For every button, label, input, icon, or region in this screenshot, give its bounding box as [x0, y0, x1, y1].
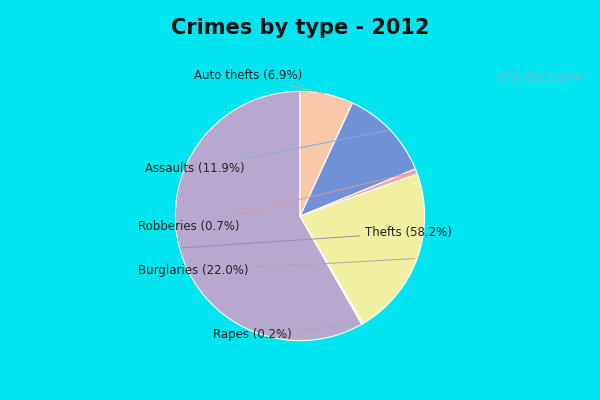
Text: Rapes (0.2%): Rapes (0.2%): [212, 324, 360, 342]
Text: Assaults (11.9%): Assaults (11.9%): [145, 130, 388, 175]
Wedge shape: [300, 169, 418, 216]
Wedge shape: [300, 216, 363, 324]
Text: Crimes by type - 2012: Crimes by type - 2012: [171, 18, 429, 38]
Text: Burglaries (22.0%): Burglaries (22.0%): [138, 259, 415, 278]
Text: Auto thefts (6.9%): Auto thefts (6.9%): [194, 69, 324, 94]
Wedge shape: [175, 91, 362, 341]
Wedge shape: [300, 103, 415, 216]
Wedge shape: [300, 174, 425, 324]
Text: City-Data.com: City-Data.com: [498, 71, 582, 84]
Text: Robberies (0.7%): Robberies (0.7%): [138, 172, 413, 233]
Text: Thefts (58.2%): Thefts (58.2%): [182, 226, 452, 248]
Wedge shape: [300, 91, 352, 216]
